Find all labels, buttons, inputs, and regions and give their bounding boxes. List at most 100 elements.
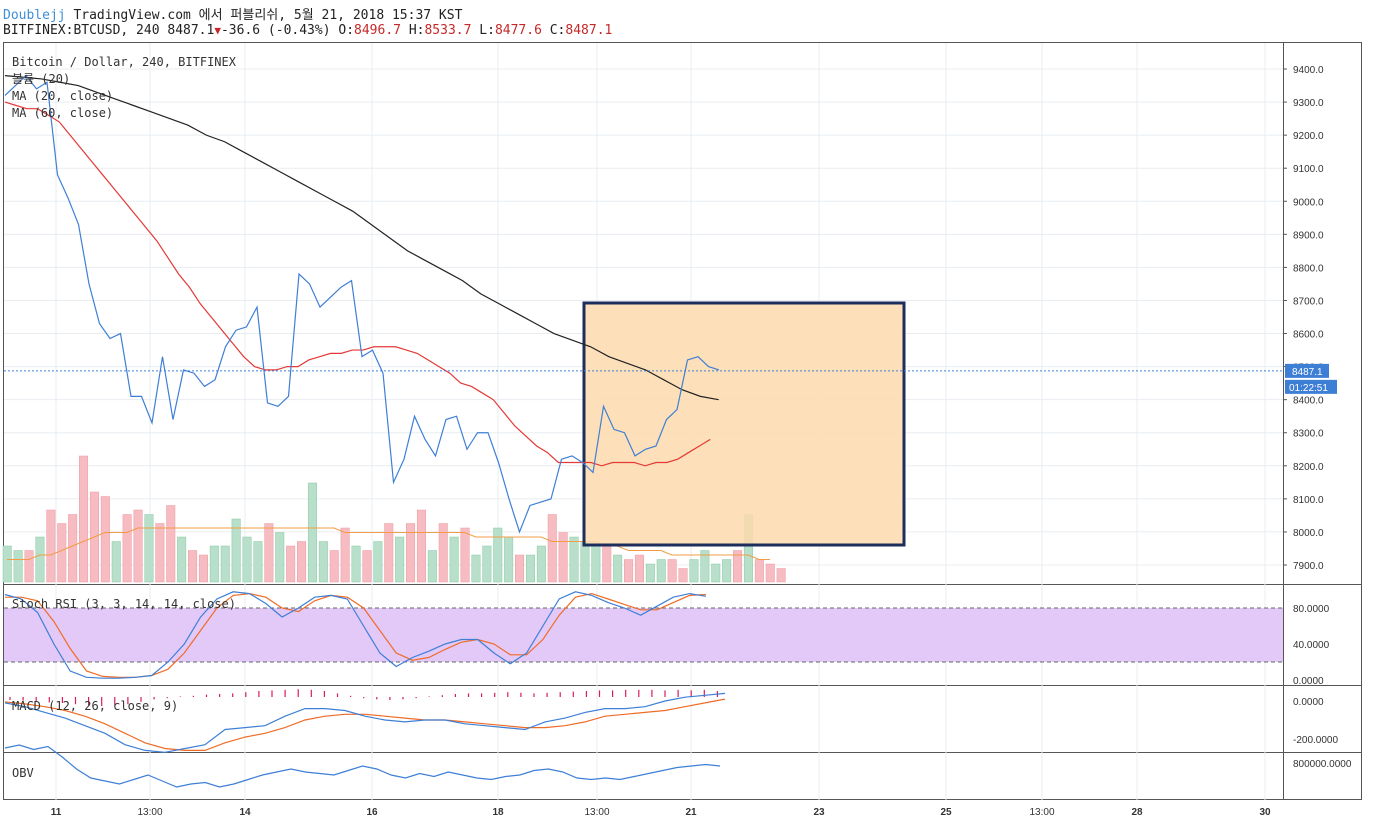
time-axis[interactable]: 11 13:00 14 16 18 13:00 21 23 25 13:00 28 30 bbox=[51, 807, 1271, 818]
rsi-tick-label: 0.0000 bbox=[1293, 676, 1324, 687]
time-tick-label: 30 bbox=[1259, 807, 1271, 818]
volume-bar bbox=[482, 545, 492, 583]
price-tick-label: 8900.0 bbox=[1293, 230, 1324, 241]
volume-ma-line bbox=[7, 527, 770, 560]
price-tick-label: 8300.0 bbox=[1293, 429, 1324, 440]
price-tick-label: 9300.0 bbox=[1293, 98, 1324, 109]
author-link[interactable]: Doublejj bbox=[3, 8, 66, 23]
price-tick-label: 8600.0 bbox=[1293, 330, 1324, 341]
volume-bar bbox=[13, 550, 23, 583]
volume-bar bbox=[264, 523, 274, 583]
chart-frame bbox=[3, 42, 1362, 800]
macd-tick-label: -200.0000 bbox=[1293, 735, 1338, 746]
volume-bar bbox=[427, 550, 437, 583]
volume-bar bbox=[689, 559, 699, 583]
rsi-tick-label: 40.0000 bbox=[1293, 640, 1330, 651]
volume-bar bbox=[286, 545, 296, 583]
price-line bbox=[4, 74, 720, 534]
volume-bar bbox=[656, 559, 666, 583]
macd-histogram bbox=[9, 689, 719, 706]
time-tick-label: 13:00 bbox=[584, 807, 609, 818]
volume-bar bbox=[460, 527, 470, 583]
rsi-axis: 80.0000 40.0000 0.0000 bbox=[1293, 604, 1330, 687]
countdown-badge: 01:22:51 bbox=[1285, 379, 1337, 394]
price-tick-label: 7900.0 bbox=[1293, 561, 1324, 572]
volume-bar bbox=[645, 563, 655, 583]
last-price-badge-text: 8487.1 bbox=[1292, 367, 1323, 378]
volume-bar bbox=[733, 550, 743, 583]
obv-line bbox=[4, 744, 721, 788]
volume-bar bbox=[384, 523, 394, 583]
volume-bar bbox=[406, 523, 416, 583]
price-change: -36.6 (-0.43%) bbox=[220, 23, 331, 38]
volume-bar bbox=[198, 554, 208, 583]
volume-bar bbox=[438, 523, 448, 583]
volume-bar bbox=[362, 550, 372, 583]
volume-bar bbox=[373, 541, 383, 583]
time-tick-label: 13:00 bbox=[1029, 807, 1054, 818]
time-tick-label: 16 bbox=[366, 807, 378, 818]
low-value: 8477.6 bbox=[494, 23, 542, 38]
time-tick-label: 23 bbox=[813, 807, 825, 818]
volume-bar bbox=[613, 554, 623, 583]
volume-bar bbox=[722, 559, 732, 583]
ma60-line bbox=[4, 75, 719, 401]
obv-label: OBV bbox=[12, 766, 34, 780]
volume-bar bbox=[580, 541, 590, 583]
rsi-tick-label: 80.0000 bbox=[1293, 604, 1330, 615]
price-axis[interactable]: 9400.0 9300.0 9200.0 9100.0 9000.0 8900.0 8800… bbox=[1283, 65, 1324, 572]
volume-bar bbox=[329, 550, 339, 583]
volume-bar bbox=[754, 559, 764, 583]
legend-title: Bitcoin / Dollar, 240, BITFINEX bbox=[12, 55, 237, 69]
rsi-k-line bbox=[4, 591, 706, 679]
volume-bar bbox=[209, 545, 219, 583]
symbol-label: BITFINEX:BTCUSD, 240 bbox=[3, 23, 160, 38]
volume-bar bbox=[416, 509, 426, 583]
volume-bar bbox=[166, 505, 176, 583]
volume-bar bbox=[449, 536, 459, 583]
volume-bar bbox=[231, 518, 241, 583]
volume-bar bbox=[242, 536, 252, 583]
price-tick-label: 9100.0 bbox=[1293, 164, 1324, 175]
close-value: 8487.1 bbox=[565, 23, 613, 38]
legend-volume: 볼륨 (20) bbox=[12, 72, 70, 86]
volume-bar bbox=[776, 568, 786, 583]
volume-bar bbox=[155, 523, 165, 583]
volume-bar bbox=[504, 536, 514, 583]
price-tick-label: 8100.0 bbox=[1293, 495, 1324, 506]
volume-bar bbox=[547, 514, 557, 583]
legend-ma60: MA (60, close) bbox=[12, 106, 113, 120]
countdown-badge-text: 01:22:51 bbox=[1289, 383, 1328, 394]
macd-axis: 0.0000 -200.0000 bbox=[1293, 697, 1338, 746]
volume-bar bbox=[765, 563, 775, 583]
volume-bar bbox=[24, 550, 34, 583]
volume-bar bbox=[122, 514, 132, 583]
volume-bar bbox=[558, 532, 568, 583]
volume-bar bbox=[35, 536, 45, 583]
volume-bar bbox=[144, 514, 154, 583]
ma20-line bbox=[4, 101, 711, 467]
price-tick-label: 9000.0 bbox=[1293, 197, 1324, 208]
volume-bar bbox=[100, 496, 110, 583]
volume-bar bbox=[602, 545, 612, 583]
obv-tick-label: 800000.0000 bbox=[1293, 759, 1352, 770]
volume-bar bbox=[253, 541, 263, 583]
down-triangle-icon: ▼ bbox=[214, 24, 221, 37]
publish-header: Doublejj TradingView.com 에서 퍼블리쉬, 5월 21,… bbox=[3, 4, 462, 23]
volume-bar bbox=[220, 545, 230, 583]
price-tick-label: 8800.0 bbox=[1293, 263, 1324, 274]
volume-bar bbox=[395, 536, 405, 583]
obv-axis: 800000.0000 bbox=[1293, 759, 1352, 770]
ohlc-header: BITFINEX:BTCUSD, 240 8487.1▼-36.6 (-0.43… bbox=[3, 23, 613, 38]
macd-signal-line bbox=[4, 698, 726, 752]
macd-tick-label: 0.0000 bbox=[1293, 697, 1324, 708]
last-price: 8487.1 bbox=[167, 23, 215, 38]
time-tick-label: 18 bbox=[492, 807, 504, 818]
grid bbox=[4, 43, 1283, 800]
volume-bar bbox=[2, 545, 12, 583]
volume-bar bbox=[525, 554, 535, 583]
highlight-box[interactable] bbox=[582, 301, 906, 547]
volume-bar bbox=[133, 509, 143, 583]
last-price-badge: 8487.1 bbox=[1285, 363, 1329, 378]
